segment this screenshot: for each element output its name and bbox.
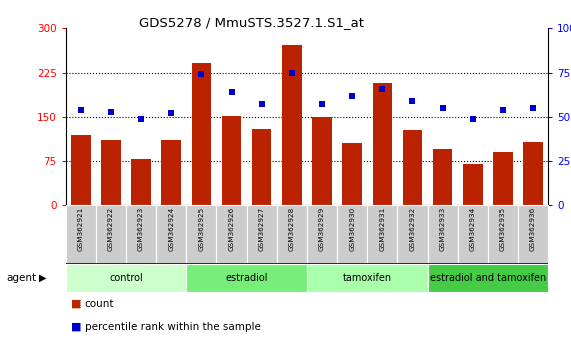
Bar (372, 82, 392, 205)
Bar (101, 141, 120, 205)
Text: GSM362935: GSM362935 (500, 207, 506, 251)
Point (498, 107, 508, 113)
Text: agent: agent (7, 273, 37, 283)
Bar (312, 117, 332, 205)
Text: count: count (85, 299, 114, 309)
Bar (71, 135, 91, 205)
Text: GSM362932: GSM362932 (409, 207, 416, 251)
Bar (191, 63, 211, 205)
Bar (247, 205, 277, 264)
Text: GSM362921: GSM362921 (78, 207, 84, 251)
Point (106, 109, 115, 114)
Text: GDS5278 / MmuSTS.3527.1.S1_at: GDS5278 / MmuSTS.3527.1.S1_at (139, 16, 364, 29)
Bar (156, 205, 186, 264)
Bar (307, 264, 428, 292)
Text: GSM362928: GSM362928 (289, 207, 295, 251)
Bar (493, 152, 513, 205)
Bar (523, 142, 543, 205)
Bar (458, 205, 488, 264)
Bar (403, 130, 423, 205)
Text: GSM362926: GSM362926 (228, 207, 235, 251)
Bar (252, 129, 271, 205)
Bar (126, 205, 156, 264)
Point (438, 105, 447, 111)
Point (136, 116, 146, 121)
Text: GSM362931: GSM362931 (379, 207, 385, 251)
Bar (186, 205, 216, 264)
Bar (307, 205, 337, 264)
Bar (216, 205, 247, 264)
Text: ▶: ▶ (39, 273, 46, 283)
Bar (488, 205, 518, 264)
Text: estradiol: estradiol (226, 273, 268, 283)
Point (197, 72, 206, 77)
Bar (186, 264, 307, 292)
Text: GSM362927: GSM362927 (259, 207, 265, 251)
Point (76, 107, 85, 113)
Text: GSM362934: GSM362934 (470, 207, 476, 251)
Bar (367, 205, 397, 264)
Bar (277, 205, 307, 264)
Text: ■: ■ (71, 299, 82, 309)
Bar (463, 164, 482, 205)
Point (227, 89, 236, 95)
Text: estradiol and tamoxifen: estradiol and tamoxifen (430, 273, 546, 283)
Text: GSM362922: GSM362922 (108, 207, 114, 251)
Bar (433, 149, 452, 205)
Bar (96, 205, 126, 264)
Point (287, 70, 296, 75)
Point (348, 93, 357, 98)
Bar (518, 205, 548, 264)
Text: GSM362925: GSM362925 (198, 207, 204, 251)
Bar (337, 205, 367, 264)
Bar (428, 264, 548, 292)
Point (378, 86, 387, 91)
Point (167, 110, 176, 116)
Bar (131, 159, 151, 205)
Point (529, 105, 538, 111)
Bar (428, 205, 458, 264)
Bar (162, 141, 181, 205)
Bar (282, 45, 301, 205)
Text: GSM362933: GSM362933 (440, 207, 445, 251)
Bar (343, 143, 362, 205)
Bar (222, 116, 242, 205)
Text: GSM362923: GSM362923 (138, 207, 144, 251)
Text: GSM362936: GSM362936 (530, 207, 536, 251)
Text: tamoxifen: tamoxifen (343, 273, 392, 283)
Text: ■: ■ (71, 322, 82, 332)
Text: GSM362929: GSM362929 (319, 207, 325, 251)
Text: percentile rank within the sample: percentile rank within the sample (85, 322, 260, 332)
Point (468, 116, 477, 121)
Point (408, 98, 417, 104)
Bar (66, 264, 186, 292)
Text: GSM362924: GSM362924 (168, 207, 174, 251)
Text: GSM362930: GSM362930 (349, 207, 355, 251)
Text: control: control (109, 273, 143, 283)
Bar (397, 205, 428, 264)
Bar (66, 205, 96, 264)
Point (317, 102, 327, 107)
Point (257, 102, 266, 107)
